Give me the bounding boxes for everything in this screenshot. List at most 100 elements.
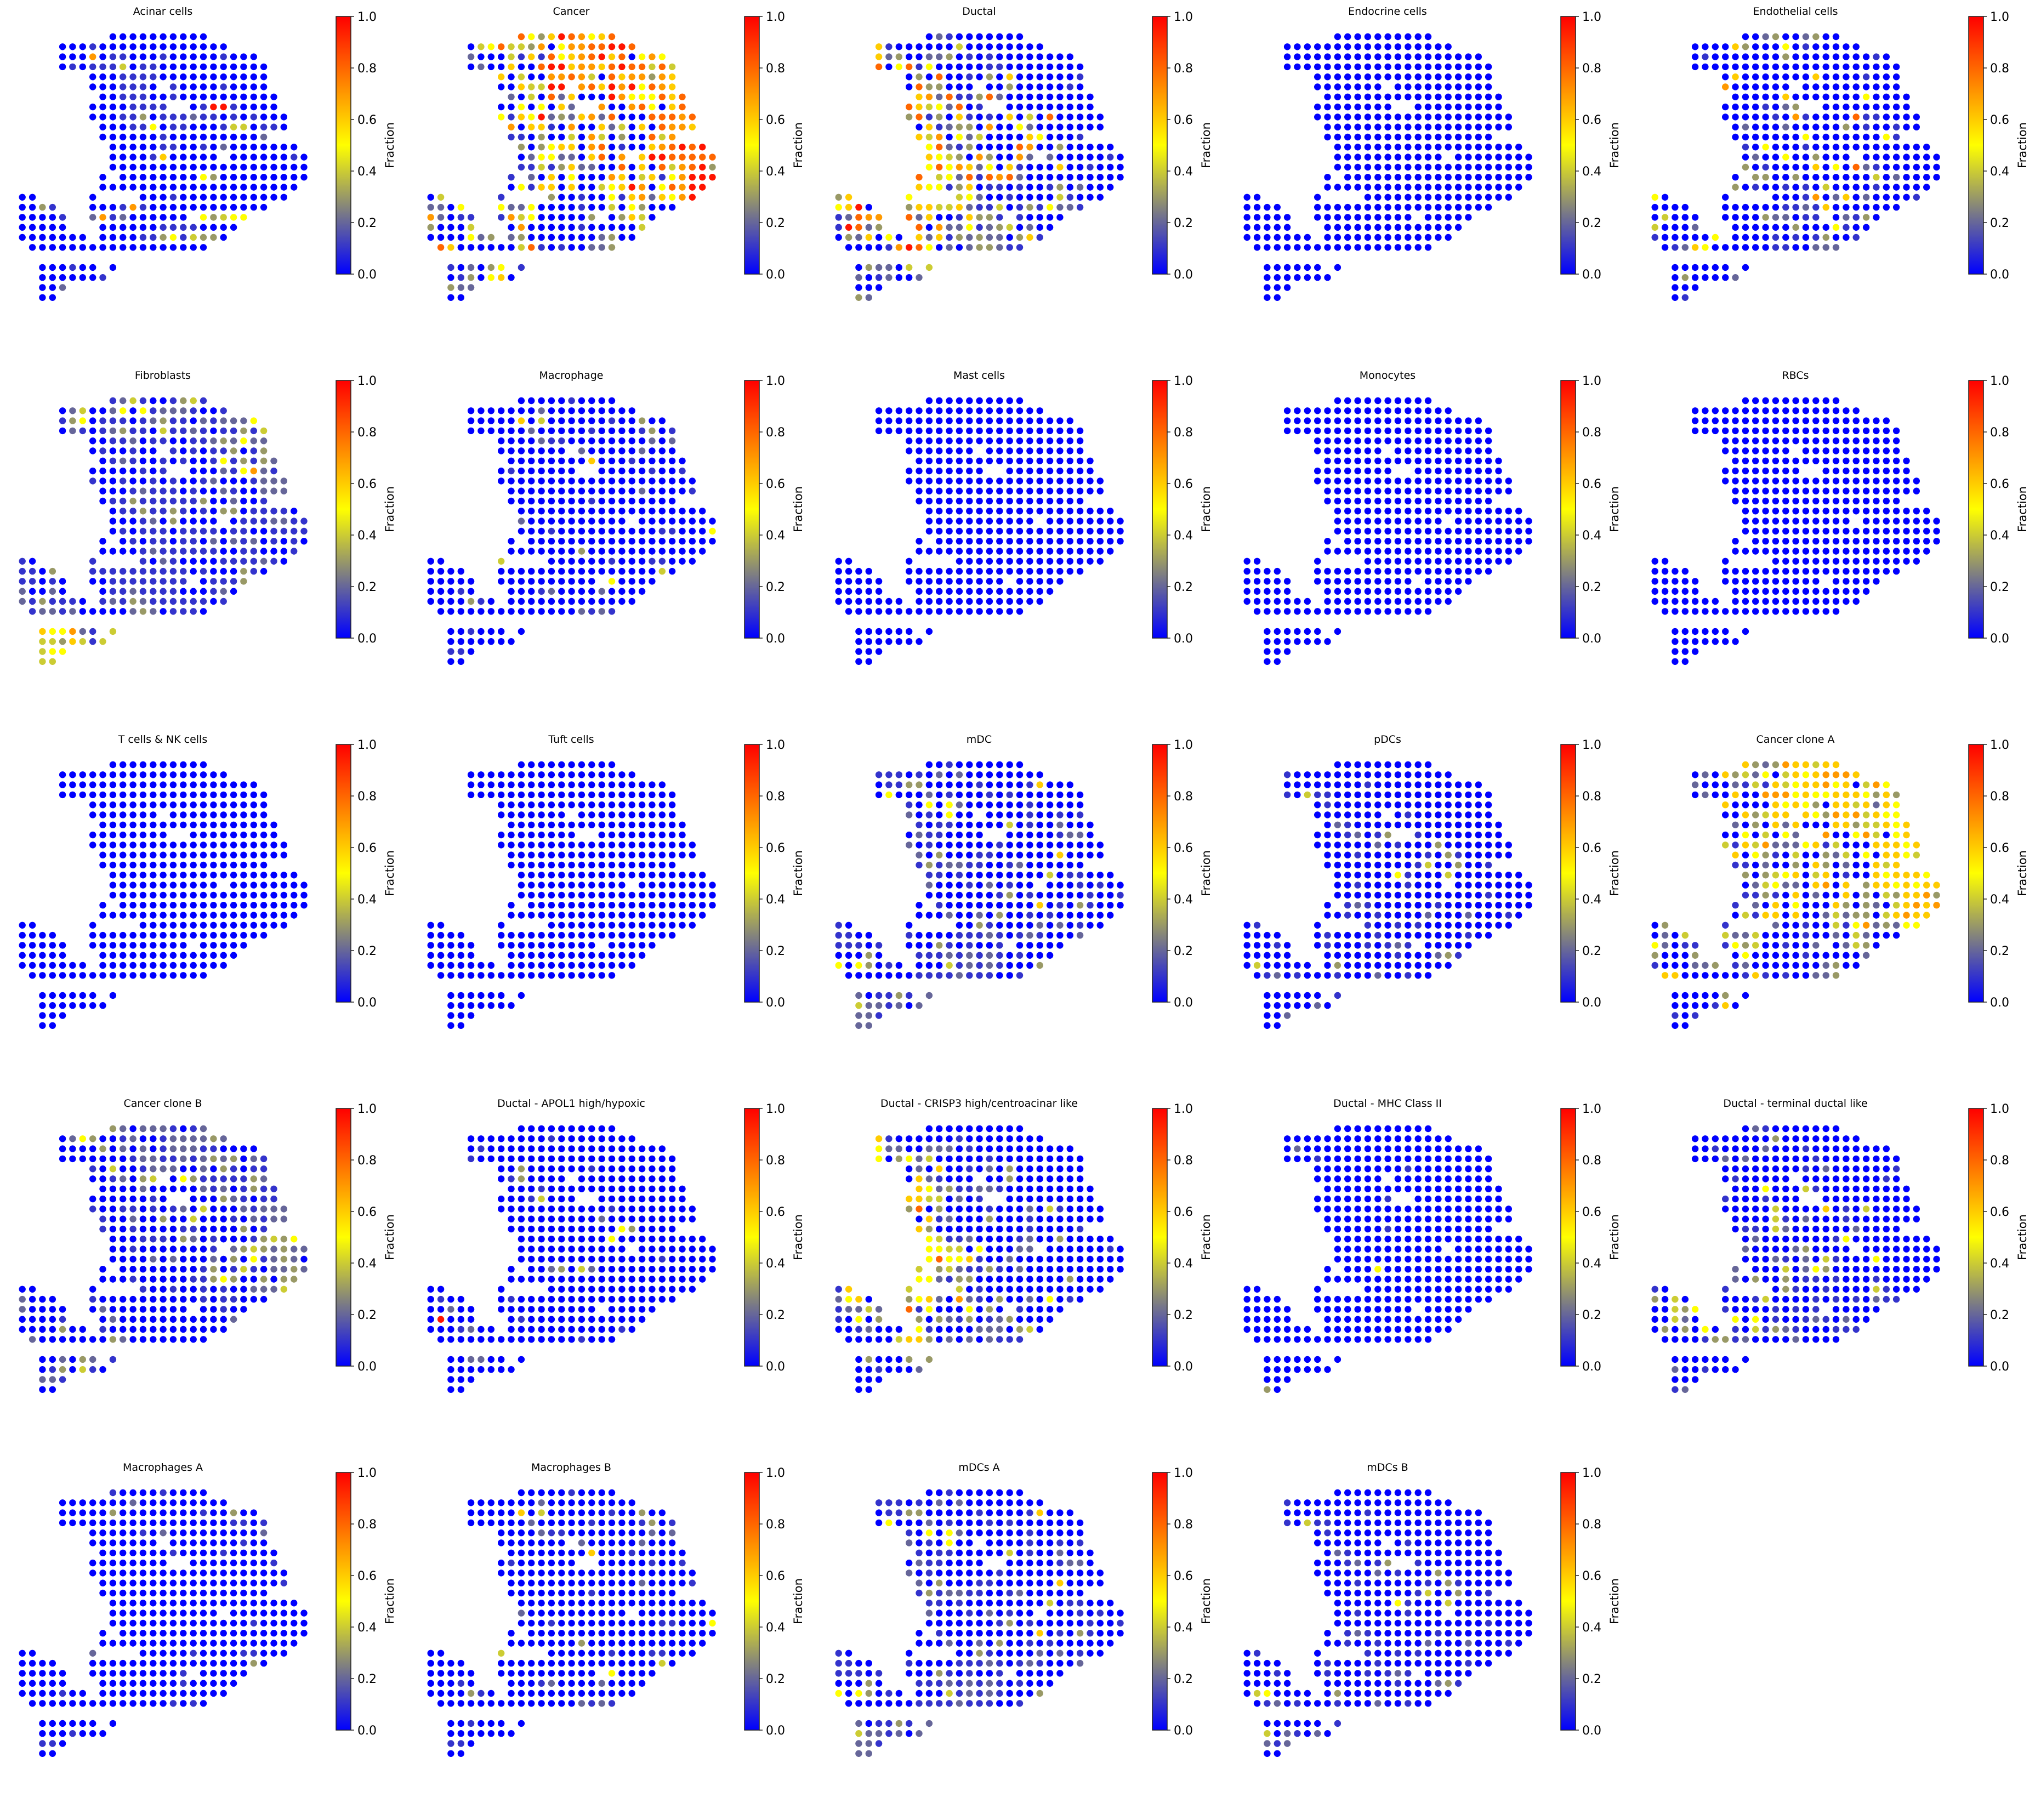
colorbar-tick-label: 1.0 — [357, 10, 377, 24]
colorbar-tick-label: 0.8 — [357, 1518, 377, 1532]
colorbar-tick-label: 0.0 — [1990, 996, 2009, 1010]
colorbar-tick-label: 0.8 — [1582, 790, 1601, 804]
colorbar-tick-label: 0.6 — [1990, 477, 2009, 491]
colorbar-tick-label: 0.4 — [766, 165, 785, 179]
colorbar-tick-label: 0.2 — [766, 1309, 785, 1322]
colorbar-tick-label: 0.8 — [1174, 62, 1193, 76]
spots — [835, 397, 1124, 665]
colorbar — [1152, 380, 1167, 638]
colorbar — [744, 1472, 759, 1730]
colorbar-label: Fraction — [1608, 122, 1621, 168]
colorbar-tick-label: 1.0 — [357, 374, 377, 388]
colorbar — [1561, 1472, 1576, 1730]
colorbar-tick-label: 0.4 — [1990, 1257, 2009, 1271]
colorbar-tick-label: 0.4 — [766, 1257, 785, 1271]
colorbar-tick-label: 0.6 — [357, 1205, 377, 1219]
colorbar — [1152, 1108, 1167, 1366]
colorbar — [1561, 380, 1576, 638]
colorbar-label: Fraction — [1200, 850, 1213, 896]
colorbar — [336, 380, 351, 638]
colorbar-label: Fraction — [792, 1578, 805, 1624]
colorbar-label: Fraction — [1200, 122, 1213, 168]
colorbar-tick-label: 1.0 — [766, 1466, 785, 1480]
colorbar-tick-label: 0.6 — [766, 477, 785, 491]
colorbar-tick-label: 1.0 — [1990, 738, 2009, 752]
colorbar-tick-label: 0.4 — [1582, 1257, 1601, 1271]
colorbar-tick-label: 0.0 — [766, 1360, 785, 1374]
colorbar — [1969, 16, 1983, 274]
colorbar-tick-label: 0.2 — [1174, 217, 1193, 230]
spots — [428, 761, 716, 1029]
colorbar-tick-label: 0.0 — [1582, 1724, 1601, 1738]
colorbar-tick-label: 0.4 — [1174, 529, 1193, 543]
colorbar-tick-label: 0.2 — [357, 1309, 377, 1322]
colorbar-tick-label: 0.0 — [357, 996, 377, 1010]
colorbar-tick-label: 0.6 — [1174, 841, 1193, 855]
colorbar-tick-label: 0.4 — [1174, 1257, 1193, 1271]
colorbar-tick-label: 0.2 — [1174, 1673, 1193, 1686]
colorbar-tick-label: 0.6 — [1174, 477, 1193, 491]
colorbar-label: Fraction — [1608, 1214, 1621, 1260]
colorbar — [1561, 1108, 1576, 1366]
spots — [835, 1489, 1124, 1757]
colorbar — [1969, 1108, 1983, 1366]
spots — [1652, 1125, 1940, 1393]
colorbar-tick-label: 0.8 — [766, 1518, 785, 1532]
spots — [19, 1125, 308, 1393]
colorbar-tick-label: 0.0 — [1990, 268, 2009, 282]
colorbar — [744, 16, 759, 274]
colorbar-tick-label: 0.4 — [1582, 165, 1601, 179]
colorbar-tick-label: 0.8 — [1582, 426, 1601, 440]
colorbar-tick-label: 0.8 — [1582, 1518, 1601, 1532]
colorbar-label: Fraction — [2016, 1214, 2029, 1260]
colorbar-tick-label: 1.0 — [357, 738, 377, 752]
colorbar-tick-label: 0.8 — [1174, 1154, 1193, 1168]
colorbar-tick-label: 0.0 — [1174, 1360, 1193, 1374]
spots — [835, 1125, 1124, 1393]
colorbar-tick-label: 0.8 — [357, 1154, 377, 1168]
colorbar-tick-label: 0.0 — [1174, 268, 1193, 282]
colorbar-tick-label: 0.6 — [766, 1205, 785, 1219]
colorbar-tick-label: 0.2 — [766, 217, 785, 230]
colorbar-tick-label: 1.0 — [357, 1102, 377, 1116]
colorbar-tick-label: 0.2 — [357, 945, 377, 958]
colorbar-tick-label: 0.8 — [1582, 62, 1601, 76]
colorbar-tick-label: 0.8 — [357, 790, 377, 804]
colorbar-tick-label: 0.2 — [357, 581, 377, 594]
spots — [428, 397, 716, 665]
colorbar-label: Fraction — [383, 486, 396, 532]
colorbar-tick-label: 0.2 — [766, 1673, 785, 1686]
colorbar-tick-label: 0.2 — [1174, 581, 1193, 594]
colorbar-tick-label: 0.0 — [1582, 996, 1601, 1010]
colorbar — [336, 1108, 351, 1366]
colorbar-tick-label: 0.4 — [357, 529, 377, 543]
colorbar-label: Fraction — [792, 1214, 805, 1260]
spots — [428, 1489, 716, 1757]
colorbar-label: Fraction — [1200, 1578, 1213, 1624]
colorbar-tick-label: 0.2 — [1174, 1309, 1193, 1322]
colorbar-tick-label: 0.0 — [357, 632, 377, 646]
colorbar-tick-label: 0.8 — [357, 426, 377, 440]
